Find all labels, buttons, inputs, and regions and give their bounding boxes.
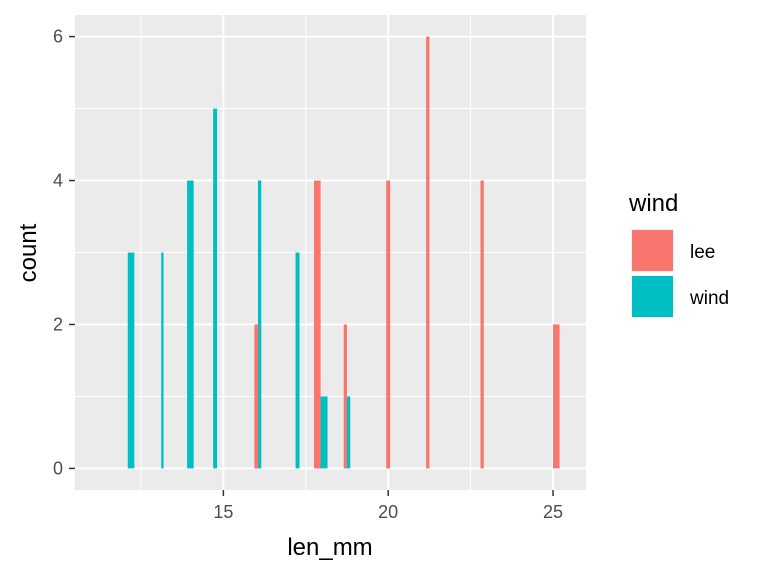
bar-wind [187, 180, 194, 469]
x-tick-label: 25 [543, 502, 563, 522]
bar-wind [295, 252, 300, 469]
y-axis-title: count [15, 223, 42, 282]
legend-swatch-lee [632, 230, 673, 271]
bar-wind [127, 252, 135, 469]
bars [127, 36, 560, 469]
bar-lee [553, 324, 560, 469]
axis-ticks [69, 35, 554, 496]
bar-wind [161, 252, 164, 469]
bar-lee [343, 324, 347, 469]
grid-minor [75, 15, 586, 490]
bar-lee [314, 180, 321, 469]
legend-title: wind [628, 190, 678, 217]
legend: wind lee wind [628, 190, 729, 318]
bar-lee [386, 180, 391, 469]
grid-major [75, 15, 586, 490]
x-tick-label: 20 [378, 502, 398, 522]
y-tick-label: 0 [53, 458, 63, 478]
x-tick-label: 15 [213, 502, 233, 522]
legend-label-wind: wind [689, 288, 729, 309]
bar-wind [257, 180, 262, 469]
bar-lee [426, 36, 430, 469]
tick-labels: 15 20 25 0 2 4 6 [53, 27, 563, 522]
x-axis-title: len_mm [287, 534, 372, 561]
y-tick-label: 2 [53, 314, 63, 334]
bar-wind [346, 396, 351, 469]
legend-swatch-wind [632, 276, 673, 317]
bar-lee [254, 324, 259, 469]
bar-wind [320, 396, 328, 469]
y-tick-label: 4 [53, 171, 63, 191]
legend-label-lee: lee [690, 242, 715, 263]
bar-lee [480, 180, 484, 469]
bar-wind [213, 108, 218, 469]
y-tick-label: 6 [53, 27, 63, 47]
